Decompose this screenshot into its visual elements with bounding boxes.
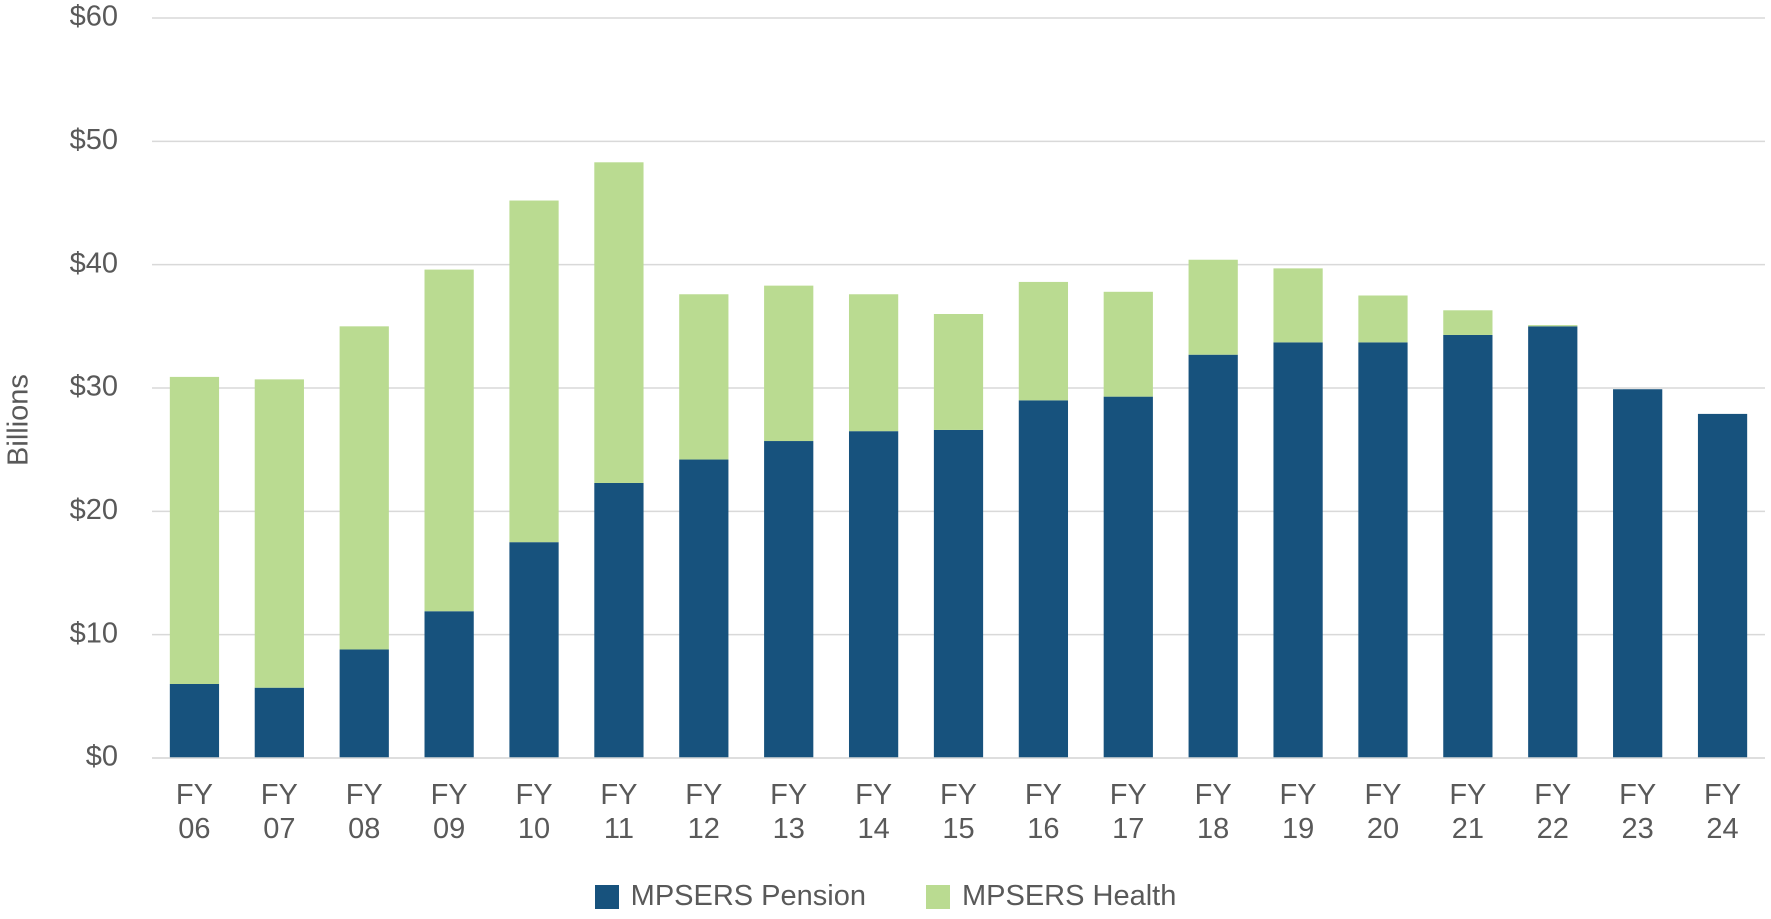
bar-segment	[848, 431, 899, 758]
y-tick-label: $40	[70, 247, 118, 279]
bar-segment	[1273, 268, 1323, 343]
bar-segment	[1697, 413, 1748, 758]
bar-segment	[1103, 396, 1153, 758]
bar-segment	[1018, 281, 1069, 401]
legend-label: MPSERS Pension	[630, 880, 866, 912]
y-tick-label: $30	[70, 371, 118, 403]
legend: MPSERS Pension MPSERS Health	[0, 880, 1771, 913]
x-tick-label: FY 24	[1704, 779, 1742, 845]
bar-segment	[509, 542, 559, 758]
bar-segment	[509, 200, 559, 543]
x-tick-label: FY 16	[1024, 779, 1062, 845]
x-tick-label: FY 22	[1534, 779, 1572, 845]
bar-segment	[848, 294, 899, 432]
y-tick-label: $20	[70, 494, 118, 526]
bar-segment	[1358, 295, 1408, 343]
legend-swatch	[925, 884, 950, 909]
bar-segment	[339, 326, 389, 650]
bar-segment	[339, 649, 389, 758]
x-tick-label: FY 12	[685, 779, 723, 845]
bar-segment	[169, 376, 220, 684]
x-tick-label: FY 07	[260, 779, 298, 845]
bar-segment	[1188, 259, 1238, 355]
bar-segment	[933, 429, 984, 758]
x-tick-label: FY 18	[1194, 779, 1232, 845]
legend-swatch	[594, 884, 619, 909]
bar-segment	[424, 611, 474, 758]
bar-segment	[1443, 310, 1493, 335]
x-tick-label: FY 08	[345, 779, 383, 845]
bar-segment	[679, 459, 729, 758]
bar-segment	[1188, 354, 1238, 758]
legend-label: MPSERS Health	[961, 880, 1177, 912]
legend-item: MPSERS Pension	[594, 880, 866, 913]
x-tick-label: FY 20	[1364, 779, 1402, 845]
legend-item: MPSERS Health	[925, 880, 1177, 913]
bar-segment	[1443, 334, 1493, 758]
y-tick-label: $50	[70, 124, 118, 156]
x-tick-label: FY 11	[600, 779, 638, 845]
y-axis-label: Billions	[3, 374, 35, 466]
bar-segment	[254, 687, 304, 758]
bar-segment	[254, 379, 304, 688]
x-tick-label: FY 23	[1619, 779, 1657, 845]
x-tick-label: FY 14	[855, 779, 893, 845]
bar-segment	[1528, 326, 1578, 758]
x-tick-label: FY 13	[770, 779, 808, 845]
x-tick-label: FY 21	[1449, 779, 1487, 845]
bar-segment	[424, 269, 474, 612]
bar-segment	[764, 285, 814, 442]
bar-segment	[1358, 342, 1408, 758]
bar-segment	[1273, 342, 1323, 758]
bar-segment	[1103, 291, 1153, 397]
x-tick-label: FY 06	[175, 779, 213, 845]
x-tick-label: FY 17	[1109, 779, 1147, 845]
bar-segment	[594, 482, 644, 758]
y-tick-label: $10	[70, 617, 118, 649]
y-tick-label: $0	[86, 741, 118, 773]
x-tick-label: FY 10	[515, 779, 553, 845]
bar-segment	[594, 162, 644, 483]
bar-segment	[1528, 325, 1578, 327]
x-tick-label: FY 15	[939, 779, 978, 845]
y-tick-label: $60	[70, 1, 118, 33]
bar-segment	[1613, 389, 1663, 758]
x-tick-label: FY 19	[1279, 779, 1317, 845]
bar-segment	[933, 314, 984, 430]
bar-segment	[764, 441, 814, 758]
bar-segment	[169, 684, 220, 758]
bar-segment	[679, 294, 729, 460]
bar-segment	[1018, 400, 1069, 758]
x-tick-label: FY 09	[430, 779, 468, 845]
